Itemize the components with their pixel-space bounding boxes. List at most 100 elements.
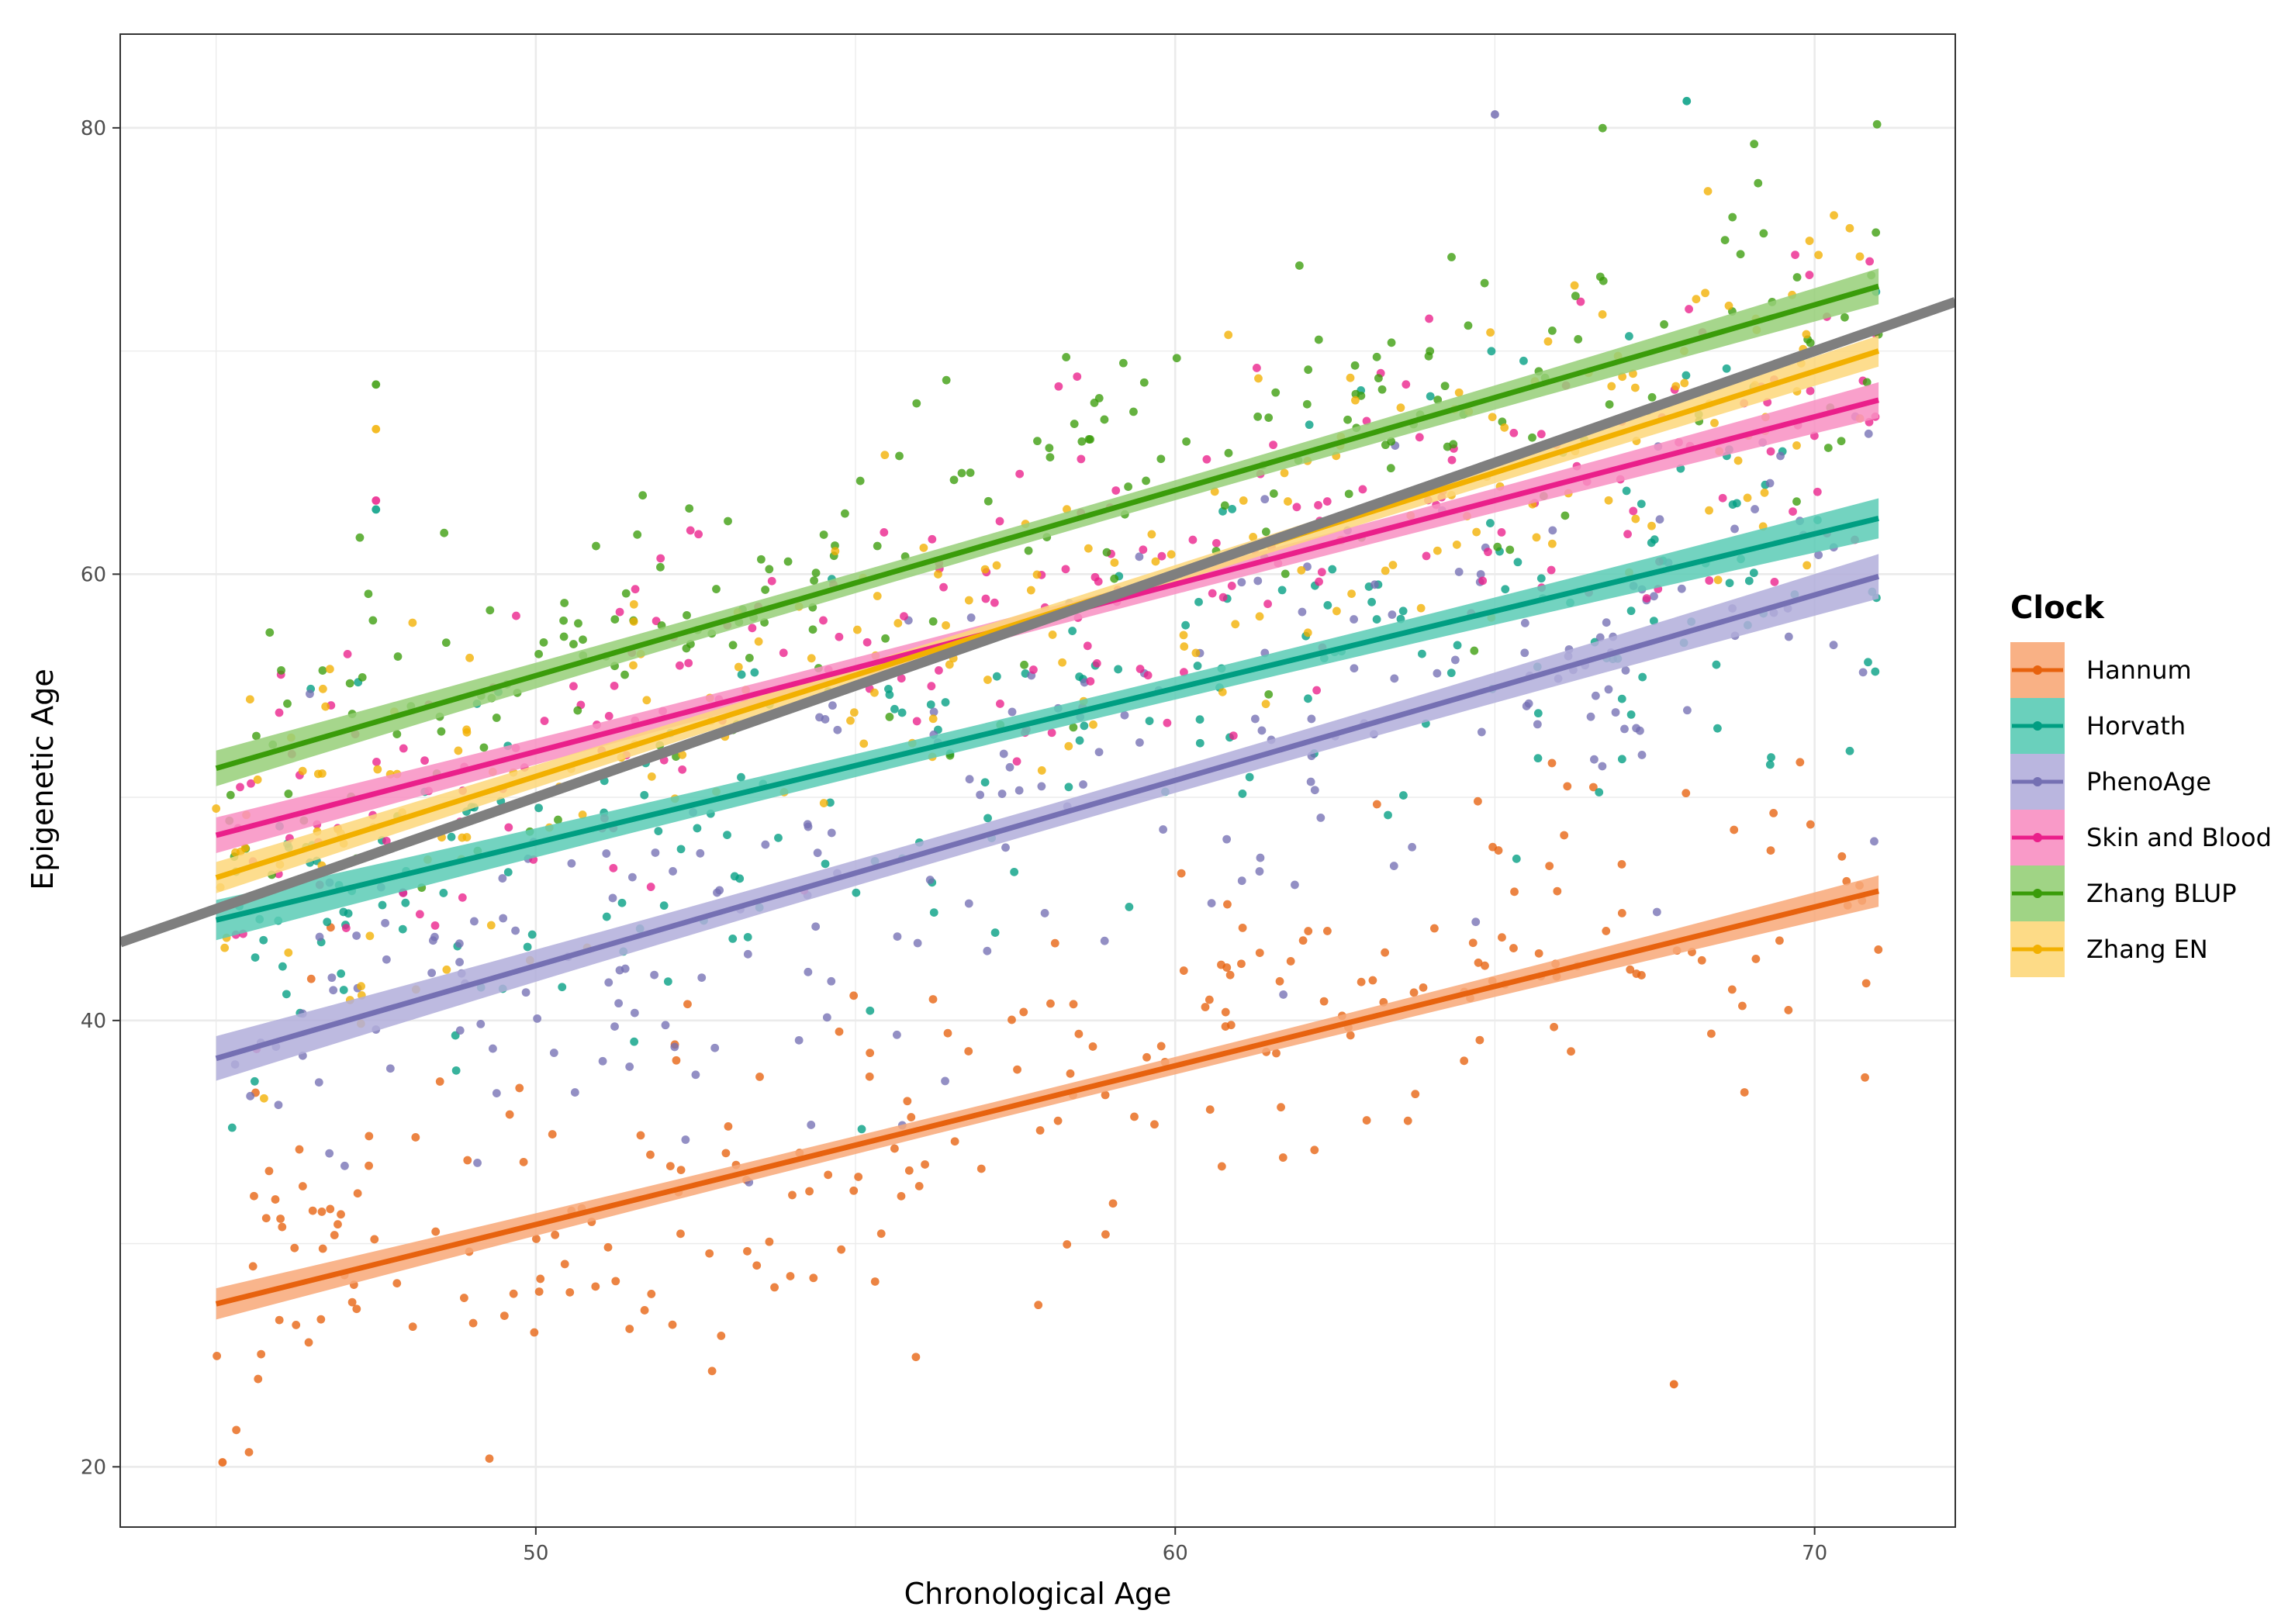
data-point bbox=[428, 936, 437, 945]
data-point bbox=[774, 833, 783, 842]
data-point bbox=[1766, 846, 1775, 855]
data-point bbox=[559, 632, 569, 641]
data-point bbox=[431, 1227, 441, 1236]
data-point bbox=[486, 921, 496, 930]
data-point bbox=[783, 557, 793, 566]
data-point bbox=[1604, 496, 1613, 505]
data-point bbox=[1129, 407, 1138, 416]
data-point bbox=[656, 562, 665, 572]
data-point bbox=[277, 665, 285, 675]
data-point bbox=[1740, 1088, 1749, 1097]
data-point bbox=[1156, 1042, 1166, 1051]
data-point bbox=[1685, 305, 1693, 313]
axis-ticks: 50 60 70 20 40 60 80 bbox=[81, 117, 1827, 1565]
data-point bbox=[1440, 382, 1450, 391]
data-point bbox=[355, 533, 365, 542]
data-point bbox=[245, 695, 254, 704]
data-point bbox=[1784, 1006, 1793, 1014]
data-point bbox=[1357, 977, 1366, 986]
data-point bbox=[857, 1125, 866, 1134]
data-point bbox=[1574, 335, 1583, 344]
data-point bbox=[810, 576, 818, 585]
data-point bbox=[1759, 229, 1768, 238]
data-point bbox=[1263, 599, 1272, 609]
data-point bbox=[728, 641, 738, 650]
data-point bbox=[1358, 485, 1367, 494]
data-point bbox=[515, 1083, 524, 1093]
data-point bbox=[934, 570, 942, 579]
data-point bbox=[1179, 966, 1188, 975]
data-point bbox=[625, 1063, 634, 1071]
data-point bbox=[1261, 700, 1270, 709]
data-point bbox=[734, 662, 743, 672]
data-point bbox=[615, 966, 624, 975]
data-point bbox=[1372, 352, 1381, 361]
data-point bbox=[1743, 493, 1752, 503]
data-point bbox=[1211, 538, 1221, 548]
legend-key-point bbox=[2033, 665, 2042, 675]
data-point bbox=[1813, 487, 1822, 496]
data-point bbox=[1749, 568, 1758, 578]
data-point bbox=[990, 598, 999, 607]
data-point bbox=[1221, 1007, 1230, 1017]
data-point bbox=[1680, 378, 1689, 388]
data-point bbox=[1823, 444, 1833, 452]
data-point bbox=[462, 833, 472, 841]
data-point bbox=[1223, 900, 1232, 909]
data-point bbox=[745, 653, 754, 662]
data-point bbox=[809, 1273, 818, 1283]
data-point bbox=[278, 1222, 287, 1232]
data-point bbox=[1307, 714, 1316, 724]
data-point bbox=[1638, 672, 1647, 682]
data-point bbox=[1286, 957, 1295, 966]
data-point bbox=[1617, 909, 1626, 917]
data-point bbox=[1452, 540, 1461, 549]
data-point bbox=[941, 698, 950, 707]
data-point bbox=[236, 783, 244, 792]
data-point bbox=[1464, 321, 1473, 330]
data-point bbox=[1478, 576, 1488, 586]
data-point bbox=[1701, 289, 1710, 298]
data-point bbox=[981, 594, 990, 603]
data-point bbox=[1561, 511, 1570, 520]
legend-label: Hannum bbox=[2086, 655, 2192, 685]
data-point bbox=[1862, 378, 1872, 387]
data-point bbox=[411, 1133, 420, 1142]
data-point bbox=[633, 530, 642, 539]
data-point bbox=[1229, 731, 1238, 740]
data-point bbox=[880, 451, 890, 460]
data-point bbox=[1205, 995, 1214, 1004]
data-point bbox=[1114, 665, 1123, 674]
data-point bbox=[1534, 948, 1543, 958]
data-point bbox=[1500, 423, 1509, 432]
data-point bbox=[455, 1026, 465, 1035]
y-axis-title: Epigenetic Age bbox=[26, 669, 60, 890]
data-point bbox=[1784, 632, 1793, 641]
data-point bbox=[676, 845, 686, 854]
data-point bbox=[1776, 451, 1785, 461]
data-point bbox=[620, 670, 629, 679]
data-point bbox=[534, 649, 543, 658]
data-point bbox=[1346, 1031, 1355, 1040]
data-point bbox=[1063, 1240, 1072, 1249]
data-point bbox=[1388, 561, 1398, 569]
x-axis-title: Chronological Age bbox=[904, 1577, 1172, 1611]
data-point bbox=[308, 1206, 317, 1215]
data-point bbox=[591, 1282, 600, 1291]
data-point bbox=[261, 1214, 271, 1223]
data-point bbox=[1447, 253, 1456, 261]
data-point bbox=[1061, 565, 1070, 574]
data-point bbox=[1722, 364, 1731, 373]
data-point bbox=[862, 638, 872, 647]
data-point bbox=[934, 665, 943, 675]
data-point bbox=[1399, 791, 1408, 800]
data-point bbox=[737, 772, 745, 782]
data-point bbox=[966, 468, 975, 477]
data-point bbox=[567, 859, 576, 868]
data-point bbox=[1505, 545, 1515, 555]
data-point bbox=[1607, 382, 1616, 391]
data-point bbox=[813, 848, 822, 858]
data-point bbox=[1842, 876, 1851, 886]
data-point bbox=[536, 1274, 545, 1284]
data-point bbox=[521, 988, 531, 997]
